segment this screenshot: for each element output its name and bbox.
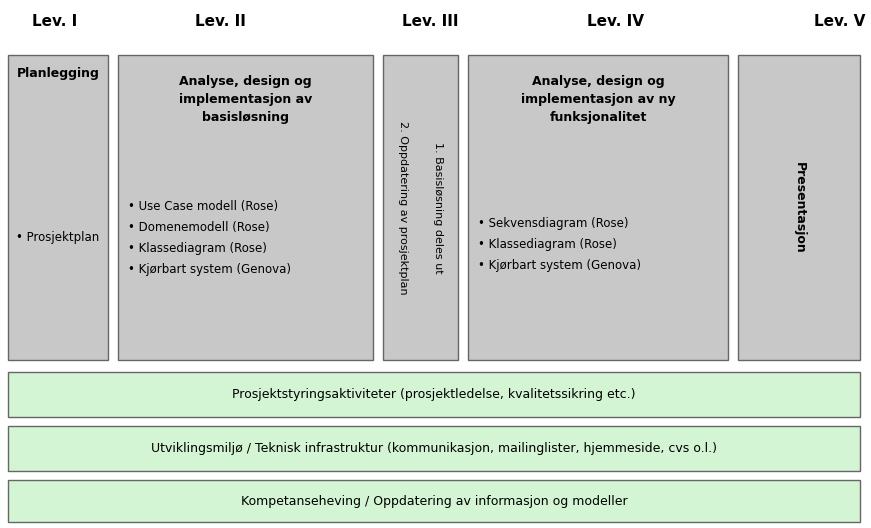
Bar bbox=[8, 55, 108, 360]
Text: 2. Oppdatering av prosjektplan: 2. Oppdatering av prosjektplan bbox=[398, 121, 408, 294]
Bar bbox=[118, 55, 373, 360]
Bar bbox=[738, 55, 860, 360]
Bar bbox=[383, 55, 458, 360]
Bar bbox=[8, 480, 860, 522]
Text: • Sekvensdiagram (Rose)
• Klassediagram (Rose)
• Kjørbart system (Genova): • Sekvensdiagram (Rose) • Klassediagram … bbox=[478, 216, 641, 271]
Text: Lev. V: Lev. V bbox=[814, 14, 866, 30]
Text: Lev. III: Lev. III bbox=[402, 14, 458, 30]
Bar bbox=[8, 372, 860, 417]
Text: Planlegging: Planlegging bbox=[17, 67, 99, 80]
Bar bbox=[468, 55, 728, 360]
Text: Utviklingsmiljø / Teknisk infrastruktur (kommunikasjon, mailinglister, hjemmesid: Utviklingsmiljø / Teknisk infrastruktur … bbox=[151, 442, 717, 455]
Bar bbox=[8, 426, 860, 471]
Text: Analyse, design og
implementasjon av
basisløsning: Analyse, design og implementasjon av bas… bbox=[179, 76, 312, 125]
Text: Prosjektstyringsaktiviteter (prosjektledelse, kvalitetssikring etc.): Prosjektstyringsaktiviteter (prosjektled… bbox=[233, 388, 636, 401]
Text: Lev. IV: Lev. IV bbox=[586, 14, 644, 30]
Text: Presentasjon: Presentasjon bbox=[793, 162, 806, 253]
Text: • Use Case modell (Rose)
• Domenemodell (Rose)
• Klassediagram (Rose)
• Kjørbart: • Use Case modell (Rose) • Domenemodell … bbox=[128, 200, 291, 276]
Text: Lev. I: Lev. I bbox=[32, 14, 78, 30]
Text: • Prosjektplan: • Prosjektplan bbox=[16, 231, 99, 244]
Text: Lev. II: Lev. II bbox=[194, 14, 246, 30]
Text: 1. Basisløsning deles ut: 1. Basisløsning deles ut bbox=[433, 142, 442, 274]
Text: Analyse, design og
implementasjon av ny
funksjonalitet: Analyse, design og implementasjon av ny … bbox=[521, 76, 675, 125]
Text: Kompetanseheving / Oppdatering av informasjon og modeller: Kompetanseheving / Oppdatering av inform… bbox=[240, 495, 627, 507]
